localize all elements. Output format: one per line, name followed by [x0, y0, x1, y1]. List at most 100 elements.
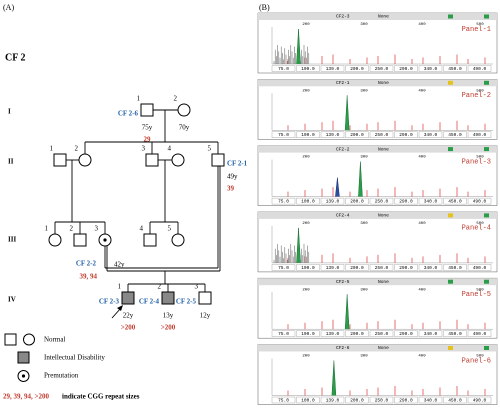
marker [448, 14, 453, 19]
repeat-size: >200 [161, 324, 176, 332]
individual-id: CF 2-6 [118, 110, 139, 118]
x-tick-label: 75.0 [278, 132, 289, 138]
x-tick-label: 100.0 [301, 265, 315, 271]
marker [448, 213, 453, 218]
individual-circle [171, 233, 185, 247]
tick-box [443, 264, 467, 271]
x-tick-label: 100.0 [301, 66, 315, 72]
tick-box [443, 330, 467, 337]
tick-box [418, 197, 443, 205]
marker [448, 346, 453, 350]
panel-header [258, 344, 497, 352]
tick-box [418, 396, 443, 404]
individual-number: 3 [142, 145, 146, 153]
x-tick-label: 450.0 [448, 66, 462, 72]
panel-sample: CF2-2 [336, 146, 350, 152]
tick-box [271, 330, 296, 337]
tick-box [394, 65, 418, 72]
generation-label: IV [8, 296, 16, 304]
individual-circle [171, 153, 185, 167]
x-tick-label: 450.0 [448, 397, 462, 403]
x-tick-label: 450.0 [448, 331, 462, 337]
x-tick-label: 340.0 [424, 331, 438, 337]
top-scale-label: 200 [302, 156, 310, 160]
legend-square [4, 333, 17, 346]
individual-number: 1 [45, 225, 49, 233]
individual-number: 2 [70, 225, 74, 233]
marker [484, 279, 489, 284]
marker [484, 213, 489, 218]
panel-sample: CF2-4 [336, 213, 350, 219]
repeat-size: 39, 94 [80, 273, 98, 281]
panel-a-label: (A) [3, 3, 14, 12]
tick-box [418, 264, 443, 271]
individual-square [145, 153, 159, 167]
tick-box [394, 264, 418, 271]
top-scale-label: 300 [360, 222, 368, 226]
tick-box [271, 131, 296, 139]
note-values: 29, 39, 94, >200 [3, 393, 49, 401]
panel-sample: CF2-1 [336, 80, 350, 86]
marker [484, 14, 489, 19]
tick-box [369, 396, 394, 404]
x-tick-label: 490.0 [473, 331, 487, 337]
tick-box [296, 65, 320, 72]
repeat-size: >200 [121, 324, 136, 332]
x-tick-label: 340.0 [424, 66, 438, 72]
marker [448, 279, 453, 284]
panel-filter: None [378, 14, 389, 20]
individual-square [143, 233, 157, 247]
tick-box [320, 264, 345, 271]
individual-square [53, 153, 67, 167]
top-scale-label: 400 [418, 355, 426, 359]
tick-box [369, 65, 394, 72]
tick-box [418, 131, 443, 139]
individual-circle [48, 233, 62, 247]
x-tick-label: 75.0 [278, 66, 289, 72]
panel-sample: CF2-3 [336, 14, 350, 20]
individual-square [198, 291, 212, 305]
x-tick-label: 75.0 [278, 265, 289, 271]
top-scale-label: 300 [360, 355, 368, 359]
x-tick-label: 340.0 [424, 198, 438, 204]
tick-box [320, 197, 345, 205]
individual-square [211, 153, 225, 167]
individual-age: 42y [114, 261, 125, 269]
legend-normal: Normal [44, 336, 65, 344]
tick-box [467, 131, 492, 139]
tick-box [296, 197, 320, 205]
tick-box [320, 396, 345, 404]
x-tick-label: 139.0 [326, 132, 340, 138]
individual-age: 75y [142, 124, 153, 132]
individual-age: 22y [123, 312, 134, 320]
top-scale-label: 400 [418, 89, 426, 93]
x-tick-label: 490.0 [473, 132, 487, 138]
tick-box [345, 396, 369, 404]
x-tick-label: 340.0 [424, 132, 438, 138]
marker [448, 147, 453, 152]
individual-number: 5 [208, 145, 212, 153]
top-scale-label: 300 [360, 89, 368, 93]
generation-label: II [8, 158, 14, 166]
pedigree-title: CF 2 [5, 52, 25, 63]
top-scale-label: 500 [476, 288, 484, 292]
top-scale-label: 400 [418, 288, 426, 292]
x-tick-label: 290.0 [399, 66, 413, 72]
panel-label: Panel-1 [462, 26, 491, 34]
allele-peak [335, 177, 340, 197]
tick-box [369, 131, 394, 139]
premutation-dot [103, 238, 107, 242]
individual-circle [78, 153, 92, 167]
x-tick-label: 100.0 [301, 132, 315, 138]
individual-age: 49y [227, 173, 238, 181]
panel-filter: None [378, 80, 389, 86]
panel-label: Panel-5 [462, 291, 491, 299]
individual-age: 13y [163, 312, 174, 320]
tick-box [296, 264, 320, 271]
individual-square [140, 103, 154, 117]
x-tick-label: 340.0 [424, 265, 438, 271]
panel-header [258, 79, 497, 87]
x-tick-label: 290.0 [399, 198, 413, 204]
